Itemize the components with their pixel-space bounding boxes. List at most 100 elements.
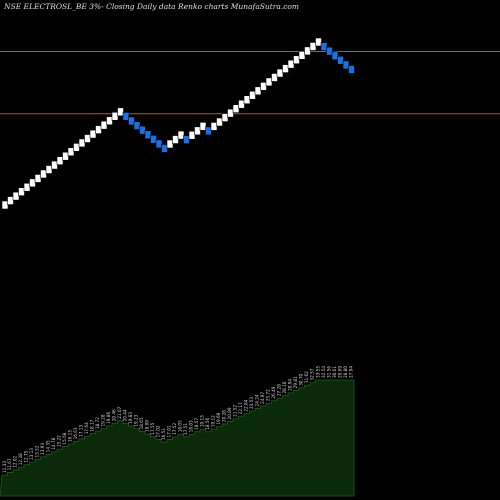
- brick-value-label: 23.53: [249, 397, 254, 409]
- renko-brick: [128, 116, 135, 126]
- renko-brick: [73, 143, 80, 152]
- brick-value-label: 19.12: [211, 415, 216, 427]
- brick-value-label: 19.23: [134, 414, 139, 426]
- renko-brick: [34, 174, 42, 183]
- renko-brick: [227, 108, 234, 118]
- lower-area: [0, 379, 355, 497]
- renko-brick: [238, 99, 245, 109]
- brick-value-label: 17.55: [150, 422, 155, 434]
- renko-brick: [29, 178, 36, 188]
- brick-value-label: 13.13: [29, 448, 34, 460]
- renko-brick: [122, 112, 130, 121]
- renko-brick: [216, 117, 223, 127]
- brick-value-label: 12.75: [24, 450, 29, 462]
- renko-brick: [221, 113, 229, 122]
- brick-value-label: 17.52: [172, 423, 177, 435]
- brick-value-label: 31.56: [326, 366, 331, 378]
- renko-brick: [56, 156, 64, 165]
- brick-value-label: 13.93: [40, 443, 45, 455]
- brick-value-label: 18.72: [95, 417, 100, 429]
- brick-value-label: 15.68: [62, 432, 67, 444]
- brick-value-label: 16.51: [161, 428, 166, 440]
- renko-brick: [183, 135, 190, 144]
- renko-brick: [210, 122, 218, 131]
- brick-value-label: 27.28: [277, 384, 282, 396]
- brick-value-label: 18.09: [145, 420, 150, 432]
- renko-brick: [106, 116, 113, 126]
- brick-value-label: 13.52: [35, 445, 40, 457]
- renko-brick: [161, 144, 168, 153]
- brick-value-label: 12.38: [18, 453, 23, 465]
- renko-brick: [45, 165, 53, 174]
- renko-brick: [276, 68, 284, 78]
- brick-value-label: 16.15: [68, 430, 73, 442]
- brick-value-label: 17.01: [167, 425, 172, 437]
- brick-value-label: 15.22: [57, 435, 62, 447]
- renko-brick: [40, 169, 47, 179]
- renko-brick: [331, 51, 339, 61]
- renko-brick: [133, 121, 141, 130]
- renko-brick: [342, 60, 350, 70]
- renko-brick: [348, 65, 355, 74]
- renko-brick: [100, 120, 108, 130]
- brick-value-label: 17.02: [156, 425, 161, 437]
- renko-brick: [260, 82, 267, 91]
- brick-value-label: 19.86: [106, 412, 111, 424]
- brick-value-label: 22.84: [244, 399, 249, 411]
- brick-value-label: 14.35: [46, 440, 51, 452]
- brick-value-label: 17.51: [183, 423, 188, 435]
- renko-brick: [95, 125, 102, 134]
- renko-brick: [12, 191, 20, 201]
- brick-value-label: 22.17: [238, 402, 243, 414]
- renko-brick: [78, 138, 86, 148]
- renko-brick: [7, 196, 14, 205]
- brick-value-label: 11.67: [7, 458, 12, 470]
- renko-brick: [84, 134, 91, 143]
- brick-value-label: 26.49: [271, 386, 276, 398]
- renko-brick: [62, 151, 69, 161]
- brick-value-labels: 11.33 11.67 12.02 12.38 12.75 13.13 13.52 13.93…: [2, 366, 354, 473]
- renko-brick: [249, 90, 256, 100]
- renko-brick: [177, 130, 185, 140]
- renko-brick: [293, 55, 300, 65]
- brick-value-label: 16.63: [73, 427, 78, 439]
- renko-brick: [304, 46, 311, 56]
- renko-brick: [232, 104, 240, 113]
- brick-value-label: 28.10: [282, 381, 287, 393]
- renko-brick: [243, 95, 251, 105]
- brick-value-label: 18.65: [139, 417, 144, 429]
- brick-value-label: 24.97: [260, 392, 265, 404]
- lower-panel: [0, 379, 355, 497]
- brick-value-label: 19.69: [216, 412, 221, 424]
- brick-value-label: 12.02: [13, 456, 18, 468]
- renko-bricks: [1, 37, 355, 210]
- renko-brick: [1, 200, 9, 210]
- renko-brick: [144, 130, 152, 140]
- brick-value-label: 17.64: [84, 422, 89, 434]
- brick-value-label: 20.89: [227, 407, 232, 419]
- renko-brick: [271, 73, 278, 82]
- renko-brick: [172, 135, 179, 144]
- renko-brick: [23, 182, 31, 192]
- renko-brick: [111, 111, 119, 121]
- brick-value-label: 21.52: [233, 405, 238, 417]
- brick-value-label: 30.70: [299, 373, 304, 385]
- brick-value-label: 17.13: [79, 425, 84, 437]
- brick-value-label: 28.94: [288, 379, 293, 391]
- brick-value-label: 32.57: [310, 368, 315, 380]
- renko-brick: [205, 126, 212, 136]
- brick-value-label: 25.72: [266, 389, 271, 401]
- brick-value-label: 21.07: [117, 406, 122, 418]
- renko-brick: [117, 107, 124, 117]
- renko-brick: [188, 130, 196, 140]
- reference-lines: [0, 50, 500, 115]
- brick-value-label: 29.81: [293, 376, 298, 388]
- renko-brick: [51, 160, 58, 170]
- renko-brick: [150, 134, 157, 144]
- brick-value-label: 18.57: [194, 417, 199, 429]
- brick-value-label: 20.28: [222, 410, 227, 422]
- brick-value-label: 30.61: [332, 366, 337, 378]
- renko-brick: [139, 125, 146, 135]
- renko-brick: [199, 122, 207, 131]
